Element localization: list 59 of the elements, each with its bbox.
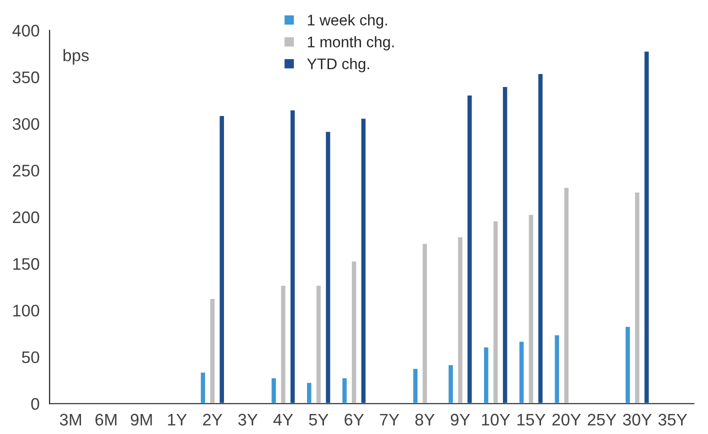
bar xyxy=(562,186,570,404)
x-tick-label: 3Y xyxy=(238,414,258,426)
x-tick-label: 1Y xyxy=(168,414,187,426)
x-tick-label: 10Y xyxy=(482,414,510,426)
bar xyxy=(341,376,348,404)
x-tick-label: 30Y xyxy=(623,414,652,426)
bar xyxy=(280,284,287,404)
x-tick-label: 2Y xyxy=(203,414,222,426)
x-tick-label: 6Y xyxy=(344,414,364,426)
bar xyxy=(315,284,322,404)
bar xyxy=(456,236,464,404)
x-tick-label: 35Y xyxy=(658,414,688,426)
x-tick-label: 6M xyxy=(95,414,116,426)
bar xyxy=(492,220,500,404)
legend-label: YTD chg. xyxy=(307,58,370,72)
bar xyxy=(306,381,313,404)
y-tick-label: 0 xyxy=(31,398,40,410)
bar xyxy=(199,371,206,404)
x-tick-label: 3M xyxy=(60,414,82,426)
bar xyxy=(643,50,650,404)
x-tick-label: 25Y xyxy=(588,414,616,426)
bar xyxy=(360,117,367,404)
legend-label: 1 month chg. xyxy=(308,36,394,50)
y-axis-title: bps xyxy=(64,49,89,65)
bar xyxy=(502,86,509,404)
x-tick-label: 5Y xyxy=(309,414,328,426)
bar xyxy=(527,214,535,404)
bar xyxy=(634,191,641,404)
y-tick-label: 200 xyxy=(12,211,40,224)
bar xyxy=(421,242,428,404)
bar xyxy=(270,376,278,404)
y-tick-label: 350 xyxy=(12,71,40,84)
bar xyxy=(624,325,632,404)
bar xyxy=(412,367,419,404)
bar xyxy=(208,297,216,404)
bar xyxy=(324,130,332,404)
y-tick-label: 100 xyxy=(13,304,40,317)
x-tick-label: 7Y xyxy=(380,414,400,426)
y-tick-label: 50 xyxy=(22,351,40,364)
bar xyxy=(466,94,474,404)
bar xyxy=(447,364,454,404)
x-tick-label: 8Y xyxy=(415,414,435,426)
bar xyxy=(482,346,490,404)
y-tick-label: 250 xyxy=(12,164,40,177)
x-tick-label: 9M xyxy=(130,414,152,426)
y-tick-label: 150 xyxy=(13,258,40,270)
x-tick-label: 20Y xyxy=(552,414,581,426)
bar xyxy=(518,340,526,404)
x-tick-label: 4Y xyxy=(273,414,294,426)
y-tick-label: 300 xyxy=(12,118,40,130)
x-tick-label: 15Y xyxy=(517,414,546,426)
bar xyxy=(536,72,544,404)
y-tick-label: 400 xyxy=(12,24,40,37)
bar xyxy=(289,109,296,404)
x-tick-label: 9Y xyxy=(450,414,470,426)
bar xyxy=(350,260,358,404)
bar xyxy=(218,114,226,404)
legend-label: 1 week chg. xyxy=(308,14,387,29)
bar xyxy=(553,334,560,404)
